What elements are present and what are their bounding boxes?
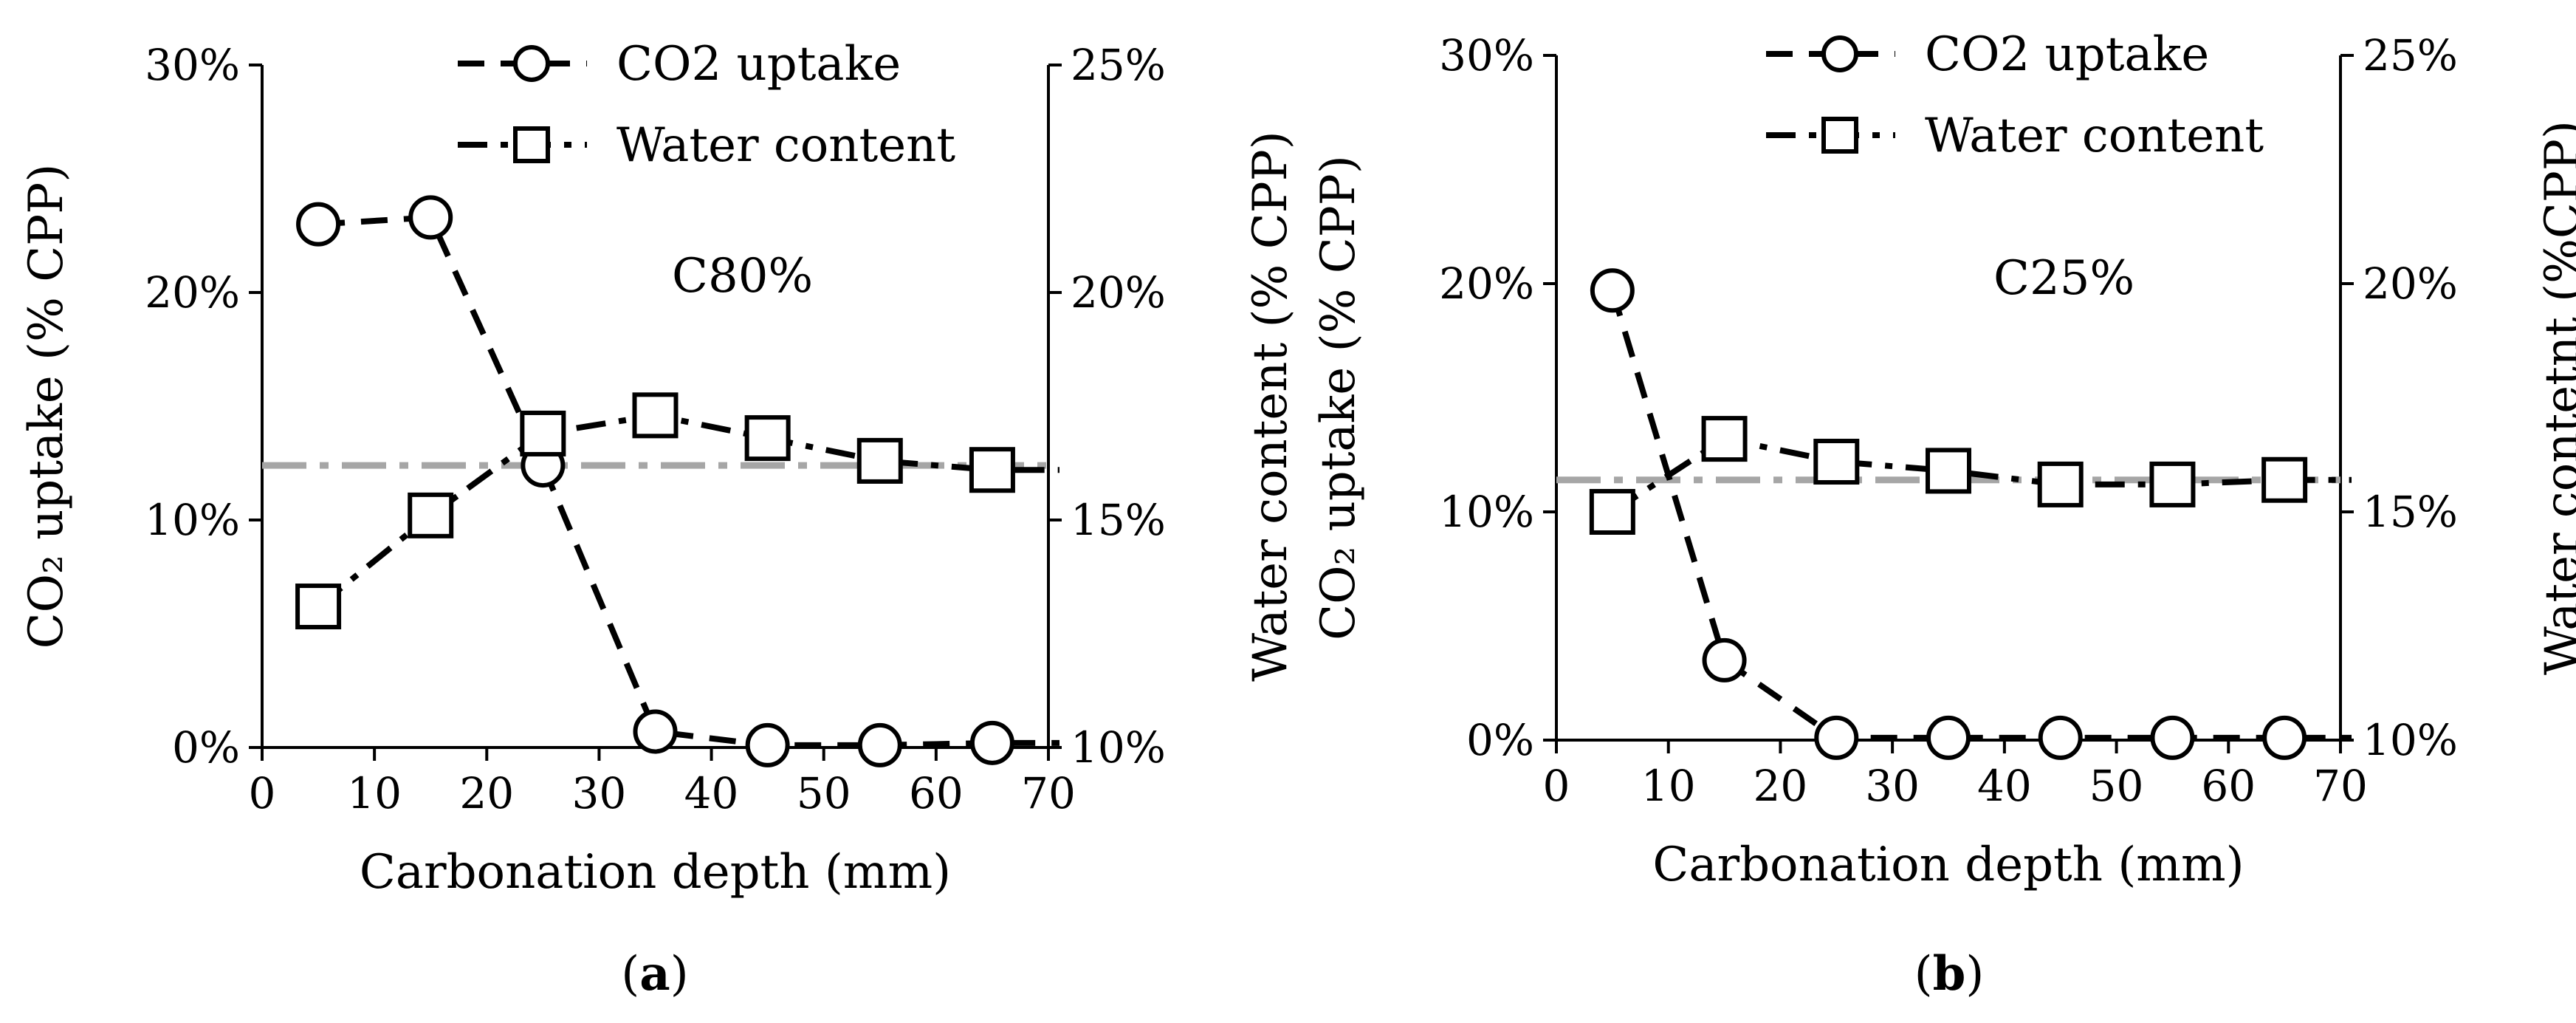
water-content-point (408, 492, 454, 538)
y-axis-title-left: CO₂ uptake (% CPP) (1311, 155, 1366, 640)
water-content-point (969, 447, 1015, 493)
y-left-tick-label: 20% (145, 267, 240, 318)
legend-label: Water content (1925, 109, 2264, 163)
panel-annotation: C25% (1993, 251, 2134, 306)
co2-uptake-point (1702, 637, 1747, 682)
water-content-point (520, 410, 566, 456)
panel-caption: (a) (621, 946, 688, 1002)
legend-square-marker (1821, 117, 1858, 154)
panel-caption: (b) (1914, 946, 1985, 1002)
y-left-tick-label: 10% (1439, 487, 1534, 537)
y-left-tick-label: 20% (1439, 259, 1534, 309)
co2-uptake-point (745, 722, 790, 767)
x-tick-label: 30 (1865, 761, 1920, 811)
y-left-tick-label: 10% (145, 495, 240, 545)
x-tick-label: 60 (2201, 761, 2256, 811)
co2-uptake-point (2150, 715, 2195, 760)
y-left-tick-label: 30% (1439, 30, 1534, 81)
co2-uptake-point (408, 195, 453, 240)
x-tick-label: 10 (1641, 761, 1696, 811)
water-content-point (2261, 456, 2308, 503)
water-content-point (1701, 416, 1748, 462)
y-right-tick-label: 10% (2363, 715, 2458, 765)
y-axis-title-right: Water contetnt (%CPP) (2535, 120, 2576, 675)
co2-uptake-point (969, 720, 1014, 765)
panel-annotation: C80% (672, 249, 813, 304)
co2-uptake-point (633, 709, 678, 754)
co2-uptake-point (2038, 715, 2083, 760)
co2-uptake-point (1926, 715, 1971, 760)
water-content-point (856, 437, 903, 484)
co2-uptake-point (857, 722, 902, 767)
co2-uptake-point (2262, 715, 2307, 760)
chart-panel-a: 0 10 20 30 40 50 60 70 0% 10% 20% 30% 10% 15% 20% 25% Ca… (19, 37, 1298, 1002)
y-right-tick-label: 15% (1071, 495, 1166, 545)
y-left-tick-label: 0% (1466, 715, 1534, 765)
co2-uptake-point (1590, 268, 1635, 313)
x-tick-label: 20 (1754, 761, 1808, 811)
y-right-tick-label: 20% (2363, 259, 2458, 309)
x-tick-label: 20 (459, 768, 514, 818)
x-axis-title: Carbonation depth (mm) (1652, 838, 2244, 892)
legend-circle-marker (513, 45, 550, 82)
x-tick-label: 60 (909, 768, 964, 818)
water-content-point (744, 415, 791, 462)
water-content-point (1926, 448, 1971, 494)
x-tick-label: 30 (572, 768, 627, 818)
y-axis-title-right: Water content (% CPP) (1243, 131, 1298, 682)
x-tick-label: 40 (684, 768, 739, 818)
x-axis-title: Carbonation depth (mm) (360, 845, 951, 900)
legend-label: CO2 uptake (616, 37, 901, 92)
legend-label: CO2 uptake (1925, 27, 2209, 82)
x-tick-label: 70 (1021, 768, 1076, 818)
water-content-point (2149, 461, 2196, 507)
x-tick-label: 40 (1977, 761, 2032, 811)
y-right-tick-label: 10% (1071, 722, 1166, 773)
water-content-point (1589, 489, 1635, 535)
x-tick-label: 70 (2313, 761, 2368, 811)
legend-square-marker (513, 126, 550, 163)
y-right-tick-label: 25% (1071, 40, 1166, 90)
y-right-tick-label: 25% (2363, 30, 2458, 81)
water-content-point (295, 584, 342, 630)
x-tick-label: 0 (249, 768, 276, 818)
x-tick-label: 50 (797, 768, 851, 818)
y-left-tick-label: 0% (172, 722, 240, 773)
y-left-tick-label: 30% (145, 40, 240, 90)
water-content-point (632, 392, 679, 439)
water-content-point (1813, 439, 1860, 485)
co2-uptake-point (296, 202, 341, 247)
y-right-tick-label: 15% (2363, 487, 2458, 537)
chart-panel-b: 0 10 20 30 40 50 60 70 0% 10% 20% 30% 10% 15% 20% 25% Ca… (1311, 27, 2576, 1002)
x-tick-label: 0 (1543, 761, 1570, 811)
y-right-tick-label: 20% (1071, 267, 1166, 318)
y-axis-title-left: CO₂ uptake (% CPP) (19, 164, 74, 649)
x-tick-label: 10 (347, 768, 402, 818)
legend-circle-marker (1821, 35, 1858, 72)
x-tick-label: 50 (2089, 761, 2144, 811)
water-content-point (2037, 461, 2084, 507)
legend-label: Water content (616, 118, 955, 173)
co2-uptake-point (1814, 715, 1859, 760)
